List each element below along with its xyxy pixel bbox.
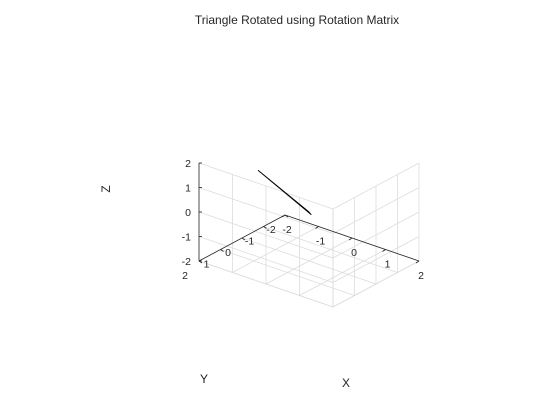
x-axis-label: X <box>342 376 350 390</box>
x-tick-label: -1 <box>316 236 325 248</box>
y-tick-mark <box>241 237 246 241</box>
grid-line-sidewall-z <box>332 211 420 259</box>
x-tick-label: 1 <box>385 259 391 271</box>
triangle-patch <box>257 170 312 215</box>
z-tick-label: 2 <box>185 158 191 170</box>
grid-line-backwall-z <box>198 187 334 234</box>
grid-line-sidewall-z <box>332 236 420 283</box>
grid-line-backwall-z <box>198 260 334 308</box>
y-tick-label: 2 <box>182 270 188 282</box>
grid-line-floor-y <box>220 249 355 296</box>
z-tick-label: -1 <box>182 232 191 244</box>
x-tick-mark <box>382 249 386 252</box>
grid-line-floor-y <box>241 237 377 285</box>
z-tick-label: 0 <box>185 207 191 219</box>
x-tick-label: 2 <box>418 270 424 282</box>
y-tick-mark <box>284 214 289 218</box>
grid-line-backwall-z <box>198 211 334 259</box>
x-tick-label: -2 <box>282 224 291 236</box>
x-tick-mark <box>315 226 319 229</box>
chart-title: Triangle Rotated using Rotation Matrix <box>195 13 399 27</box>
tick-labels: -2 -1 0 1 2 -2 -1 0 1 2 -2 -1 0 1 2 <box>182 158 424 282</box>
z-tick-label: 1 <box>185 183 191 195</box>
x-tick-mark <box>415 260 420 264</box>
x-tick-label: 0 <box>351 247 357 259</box>
grid-line-floor-y <box>263 226 398 273</box>
y-axis-label: Y <box>200 372 208 386</box>
grid-line-sidewall-z <box>332 187 420 234</box>
grid-line-backwall-z <box>198 162 334 210</box>
y-tick-mark <box>263 226 267 229</box>
z-axis-label: Z <box>99 185 113 192</box>
grid-lines <box>198 162 420 308</box>
y-tick-label: -2 <box>266 224 275 236</box>
z-tick-label: -2 <box>182 256 191 268</box>
y-tick-label: 1 <box>204 259 210 271</box>
grid-line-backwall-z <box>198 236 334 283</box>
y-tick-label: -1 <box>245 236 254 248</box>
grid-line-sidewall-z <box>332 162 420 210</box>
axis-lines <box>198 162 420 264</box>
y-tick-label: 0 <box>225 247 231 259</box>
x-tick-mark <box>348 237 353 241</box>
y-tick-mark <box>220 249 224 252</box>
x-tick-mark <box>281 214 286 218</box>
grid-line-sidewall-z <box>332 260 420 308</box>
data-layer <box>257 170 312 215</box>
